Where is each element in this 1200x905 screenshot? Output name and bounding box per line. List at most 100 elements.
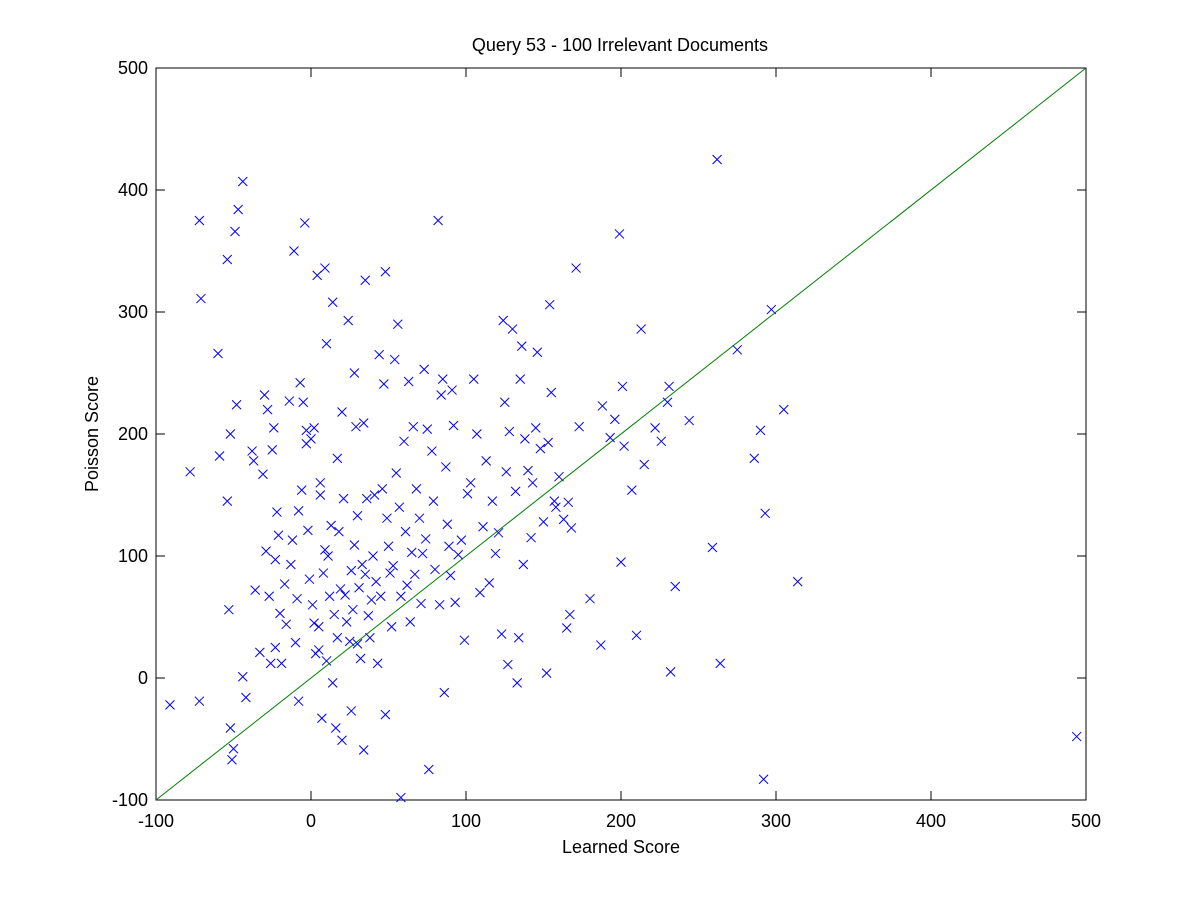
- data-point: [334, 526, 344, 537]
- data-point: [315, 490, 326, 500]
- data-point: [318, 568, 329, 578]
- data-point: [402, 580, 412, 591]
- data-point: [321, 338, 332, 349]
- data-point: [309, 423, 319, 433]
- data-point: [507, 324, 518, 334]
- data-point: [391, 468, 402, 478]
- data-point: [330, 723, 341, 733]
- data-point: [400, 526, 411, 537]
- data-point: [566, 523, 577, 533]
- data-point: [347, 604, 358, 615]
- data-point: [631, 630, 642, 641]
- data-point: [231, 399, 242, 410]
- data-point: [530, 423, 541, 433]
- data-point: [595, 640, 606, 650]
- data-point: [281, 619, 292, 630]
- x-tick-label: 100: [451, 811, 481, 831]
- data-point: [237, 671, 248, 682]
- data-point: [597, 401, 608, 411]
- data-point: [254, 647, 265, 658]
- data-point: [289, 246, 299, 256]
- data-point: [715, 658, 726, 669]
- data-point: [755, 425, 766, 436]
- data-point: [313, 645, 324, 655]
- data-point: [374, 349, 385, 360]
- data-point: [481, 455, 492, 466]
- data-point: [465, 477, 476, 488]
- data-point: [351, 421, 361, 432]
- data-point: [471, 429, 482, 439]
- data-point: [518, 559, 529, 570]
- data-point: [544, 299, 555, 310]
- data-point: [405, 617, 416, 627]
- data-point: [237, 176, 248, 187]
- data-point: [324, 591, 335, 602]
- data-point: [194, 696, 205, 707]
- data-point: [558, 514, 569, 525]
- data-point: [428, 496, 439, 506]
- y-tick-label: 200: [118, 424, 148, 444]
- data-point: [614, 229, 625, 239]
- data-point: [306, 434, 316, 444]
- data-point: [605, 432, 616, 443]
- data-point: [372, 658, 383, 669]
- x-tick-label: -100: [138, 811, 174, 831]
- data-point: [475, 587, 485, 598]
- data-point: [295, 377, 306, 388]
- data-point: [346, 706, 357, 716]
- data-point: [403, 376, 414, 387]
- data-point: [440, 462, 451, 472]
- data-point: [230, 226, 240, 237]
- data-point: [361, 493, 372, 504]
- data-point: [378, 379, 389, 389]
- x-tick-label: 0: [306, 811, 316, 831]
- data-point: [214, 451, 225, 461]
- data-point: [574, 421, 585, 432]
- data-point: [337, 735, 347, 746]
- data-point: [337, 407, 347, 417]
- data-point: [419, 364, 430, 375]
- y-tick-label: 0: [138, 668, 148, 688]
- data-point: [332, 632, 343, 643]
- data-point: [616, 557, 626, 567]
- data-point: [423, 764, 434, 775]
- y-tick-label: 400: [118, 180, 148, 200]
- data-point: [279, 579, 290, 589]
- data-point: [388, 560, 399, 571]
- data-point: [228, 743, 239, 754]
- y-tick-label: 500: [118, 58, 148, 78]
- data-point: [293, 696, 304, 707]
- chart-title: Query 53 - 100 Irrelevant Documents: [472, 35, 768, 55]
- data-point: [732, 344, 743, 355]
- data-point: [380, 709, 391, 720]
- data-point: [396, 792, 406, 803]
- data-point: [439, 687, 450, 698]
- data-point: [639, 459, 650, 470]
- data-point: [636, 324, 647, 334]
- data-point: [301, 425, 312, 436]
- data-point: [585, 593, 595, 604]
- data-point: [427, 446, 437, 456]
- data-point: [225, 723, 236, 733]
- data-point: [320, 263, 330, 273]
- data-point: [420, 534, 431, 544]
- data-point: [275, 608, 285, 619]
- x-tick-label: 400: [916, 811, 946, 831]
- data-point: [456, 535, 467, 545]
- data-points: [165, 154, 1082, 803]
- data-point: [434, 599, 445, 610]
- data-point: [626, 485, 637, 495]
- data-point: [258, 469, 268, 480]
- data-point: [276, 658, 287, 669]
- data-point: [394, 502, 405, 513]
- data-point: [417, 548, 428, 559]
- data-point: [501, 466, 512, 477]
- data-point: [222, 254, 233, 265]
- data-point: [366, 595, 377, 605]
- data-point: [316, 713, 327, 724]
- data-point: [354, 582, 364, 593]
- x-axis-label: Learned Score: [562, 837, 680, 857]
- data-point: [267, 445, 278, 455]
- data-point: [247, 446, 257, 456]
- data-point: [411, 484, 422, 494]
